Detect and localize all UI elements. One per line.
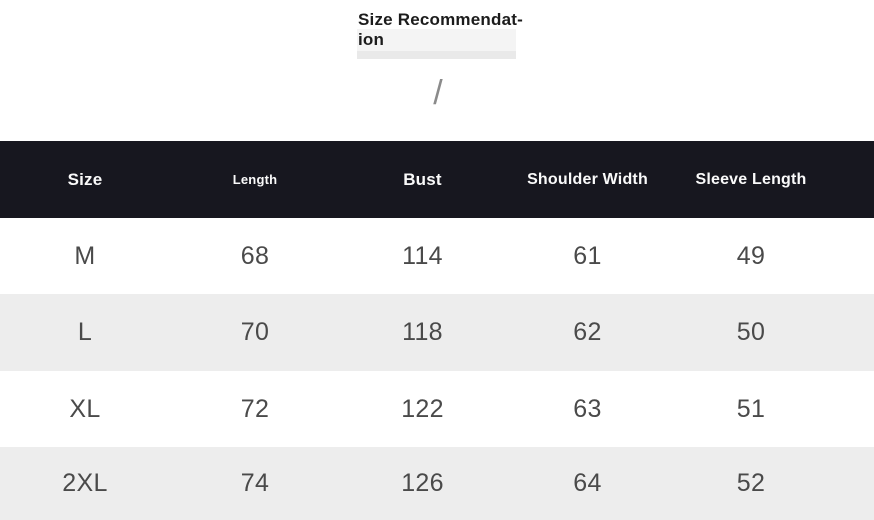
cell-shoulder-width: 64: [573, 469, 602, 497]
column-header-sleeve-length: Sleeve Length: [695, 170, 807, 188]
cell-sleeve-length: 51: [736, 394, 766, 423]
cell-length: 70: [240, 318, 270, 346]
column-header-length: Length: [232, 172, 278, 187]
column-header-bust: Bust: [403, 169, 442, 189]
title-highlight-strip: [357, 51, 516, 59]
size-table: Size Length Bust Shoulder Width Sleeve L…: [0, 141, 874, 520]
table-row-l: L 70 118 62 50: [0, 294, 874, 371]
cell-bust: 114: [402, 241, 443, 270]
title-highlight: [357, 29, 516, 52]
cell-bust: 122: [401, 394, 444, 423]
column-header-size: Size: [67, 169, 103, 189]
cell-sleeve-length: 50: [736, 318, 766, 346]
table-row-2xl: 2XL 74 126 64 52: [0, 447, 874, 520]
column-header-shoulder-width: Shoulder Width: [527, 170, 648, 188]
page-title-line2: ion: [358, 30, 385, 49]
table-row-m: M 68 114 61 49: [0, 218, 874, 294]
cell-size: M: [74, 241, 96, 270]
cell-size: XL: [69, 394, 101, 423]
cell-length: 68: [240, 241, 270, 270]
divider-slash: /: [433, 74, 443, 112]
size-table-header-row: Size Length Bust Shoulder Width Sleeve L…: [0, 141, 874, 218]
cell-length: 72: [240, 394, 270, 423]
section-title: Size Recommendat- ion: [357, 10, 528, 59]
cell-size: 2XL: [62, 469, 108, 497]
cell-bust: 118: [402, 318, 443, 346]
cell-sleeve-length: 49: [736, 241, 766, 270]
page-title-line1: Size Recommendat-: [358, 10, 523, 29]
cell-shoulder-width: 63: [573, 394, 602, 423]
cell-size: L: [77, 318, 93, 346]
cell-length: 74: [240, 469, 270, 497]
cell-shoulder-width: 62: [573, 318, 602, 346]
cell-shoulder-width: 61: [573, 241, 602, 270]
cell-sleeve-length: 52: [736, 469, 766, 497]
table-row-xl: XL 72 122 63 51: [0, 371, 874, 447]
cell-bust: 126: [401, 469, 444, 497]
